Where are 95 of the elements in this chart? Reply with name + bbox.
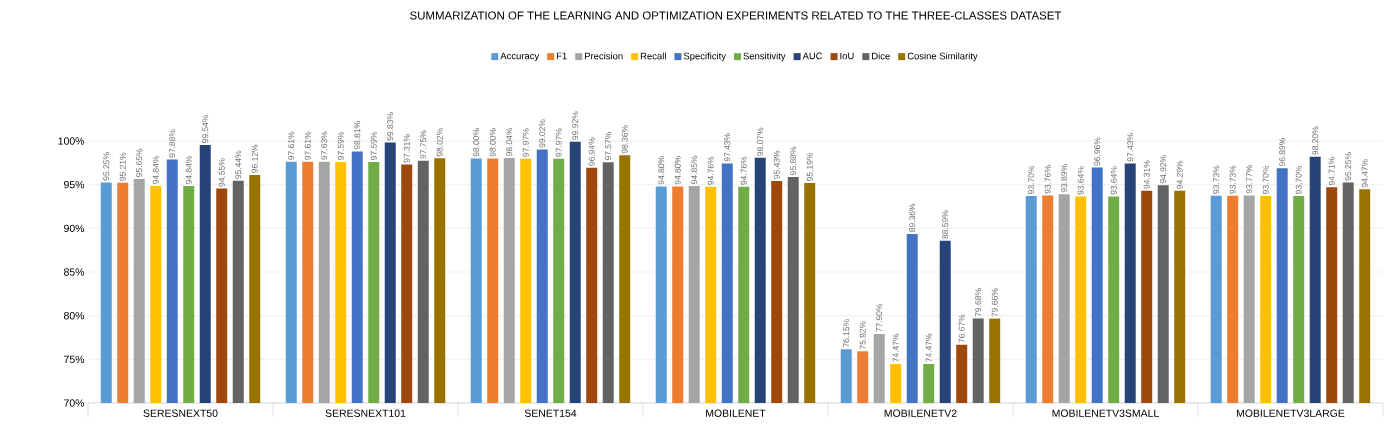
data-label: 88.59% bbox=[942, 210, 949, 239]
legend-label: IoU bbox=[840, 52, 854, 60]
data-label: 97.43% bbox=[724, 133, 731, 162]
data-label: 95.19% bbox=[806, 152, 813, 181]
legend-label: F1 bbox=[556, 52, 567, 60]
data-label: 97.43% bbox=[1127, 133, 1134, 162]
legend-label: Dice bbox=[872, 52, 890, 60]
data-label: 94.47% bbox=[1361, 159, 1368, 188]
data-label: 94.76% bbox=[707, 156, 714, 185]
data-label: 95.25% bbox=[1345, 152, 1352, 181]
data-label: 95.44% bbox=[235, 150, 242, 179]
data-label: 96.12% bbox=[251, 144, 258, 173]
legend-label: Recall bbox=[640, 52, 666, 60]
data-label: 79.68% bbox=[975, 288, 982, 317]
data-label: 98.00% bbox=[473, 128, 480, 157]
data-label: 98.20% bbox=[1312, 126, 1319, 155]
data-label: 93.77% bbox=[1246, 165, 1253, 194]
data-label: 93.73% bbox=[1229, 165, 1236, 194]
data-label: 98.81% bbox=[354, 121, 361, 150]
data-label: 97.97% bbox=[555, 128, 562, 157]
data-label: 98.36% bbox=[621, 125, 628, 154]
x-tick-label: MOBILENET bbox=[706, 409, 766, 417]
data-label: 94.71% bbox=[1328, 157, 1335, 186]
data-label: 98.00% bbox=[489, 128, 496, 157]
y-tick-label: 95% bbox=[64, 180, 85, 189]
data-label: 93.73% bbox=[1213, 165, 1220, 194]
data-label: 74.47% bbox=[925, 333, 932, 362]
chart-title: SUMMARIZATION OF THE LEARNING AND OPTIMIZATION EXPERIMENTS RELATED TO THE THREE-CLASSES DATASET bbox=[410, 11, 1062, 20]
data-label: 97.31% bbox=[403, 134, 410, 163]
data-label: 94.92% bbox=[1160, 155, 1167, 184]
data-label: 95.43% bbox=[773, 150, 780, 179]
data-label: 74.47% bbox=[892, 333, 899, 362]
data-label: 97.59% bbox=[337, 131, 344, 160]
y-tick-label: 100% bbox=[58, 137, 85, 145]
data-label: 95.21% bbox=[119, 152, 126, 181]
data-label: 99.92% bbox=[572, 111, 579, 140]
data-label: 97.61% bbox=[288, 131, 295, 160]
data-label: 97.59% bbox=[370, 131, 377, 160]
data-label: 96.96% bbox=[1094, 137, 1101, 166]
data-label: 77.90% bbox=[876, 303, 883, 332]
data-label: 99.54% bbox=[202, 114, 209, 143]
legend-label: Precision bbox=[585, 52, 623, 60]
data-label: 93.70% bbox=[1028, 165, 1035, 194]
x-tick-label: SENET154 bbox=[524, 409, 577, 417]
data-label: 96.94% bbox=[588, 137, 595, 166]
data-label: 93.89% bbox=[1061, 164, 1068, 193]
x-tick-label: SERESNEXT50 bbox=[143, 409, 218, 417]
legend-label: Specificity bbox=[683, 52, 726, 62]
data-label: 98.02% bbox=[436, 128, 443, 157]
data-label: 97.63% bbox=[321, 131, 328, 160]
data-label: 89.36% bbox=[909, 203, 916, 232]
x-tick-label: MOBILENETV3SMALL bbox=[1052, 409, 1159, 417]
data-label: 99.02% bbox=[539, 119, 546, 148]
data-label: 97.88% bbox=[169, 129, 176, 158]
data-label: 93.64% bbox=[1077, 166, 1084, 195]
x-tick-label: MOBILENETV2 bbox=[884, 409, 957, 417]
data-label: 95.65% bbox=[136, 148, 143, 177]
data-label: 79.66% bbox=[991, 288, 998, 317]
data-label: 97.57% bbox=[605, 132, 612, 161]
data-label: 95.25% bbox=[103, 152, 110, 181]
data-label: 97.61% bbox=[304, 131, 311, 160]
y-tick-label: 80% bbox=[64, 311, 85, 320]
data-label: 93.64% bbox=[1110, 166, 1117, 195]
data-label: 96.89% bbox=[1279, 138, 1286, 167]
data-label: 95.88% bbox=[790, 146, 797, 175]
data-label: 94.31% bbox=[1143, 160, 1150, 189]
data-label: 97.75% bbox=[420, 130, 427, 159]
data-label: 94.84% bbox=[152, 155, 159, 184]
data-label: 94.29% bbox=[1176, 160, 1183, 189]
x-tick-label: SERESNEXT101 bbox=[325, 409, 406, 417]
y-tick-label: 75% bbox=[64, 355, 85, 364]
data-label: 98.04% bbox=[506, 127, 513, 157]
data-label: 75.92% bbox=[859, 321, 866, 350]
data-label: 98.07% bbox=[757, 127, 764, 156]
data-label: 93.70% bbox=[1262, 165, 1269, 194]
data-label: 76.67% bbox=[958, 314, 965, 343]
data-label: 94.80% bbox=[658, 156, 665, 185]
data-label: 97.97% bbox=[522, 128, 529, 157]
legend-label: Accuracy bbox=[500, 52, 540, 62]
data-label: 99.83% bbox=[387, 112, 394, 141]
data-label: 94.76% bbox=[740, 156, 747, 185]
data-label: 93.70% bbox=[1295, 165, 1302, 194]
data-label: 94.84% bbox=[185, 155, 192, 184]
x-tick-label: MOBILENETV3LARGE bbox=[1236, 409, 1345, 417]
data-label: 93.76% bbox=[1044, 165, 1051, 194]
data-label: 76.15% bbox=[843, 319, 850, 348]
legend-label: Sensitivity bbox=[743, 52, 786, 62]
legend-label: Cosine Similarity bbox=[907, 52, 978, 62]
y-tick-label: 90% bbox=[64, 224, 85, 233]
legend-label: AUC bbox=[802, 52, 823, 60]
data-label: 94.80% bbox=[674, 156, 681, 185]
data-label: 94.55% bbox=[218, 158, 225, 187]
y-tick-label: 70% bbox=[64, 399, 85, 407]
data-label: 94.85% bbox=[691, 155, 698, 184]
y-tick-label: 85% bbox=[64, 268, 85, 276]
